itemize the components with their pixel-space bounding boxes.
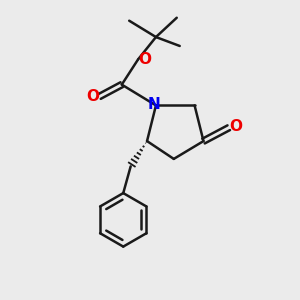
Text: N: N xyxy=(148,97,161,112)
Text: O: O xyxy=(229,119,242,134)
Text: O: O xyxy=(138,52,151,67)
Text: O: O xyxy=(86,89,99,104)
